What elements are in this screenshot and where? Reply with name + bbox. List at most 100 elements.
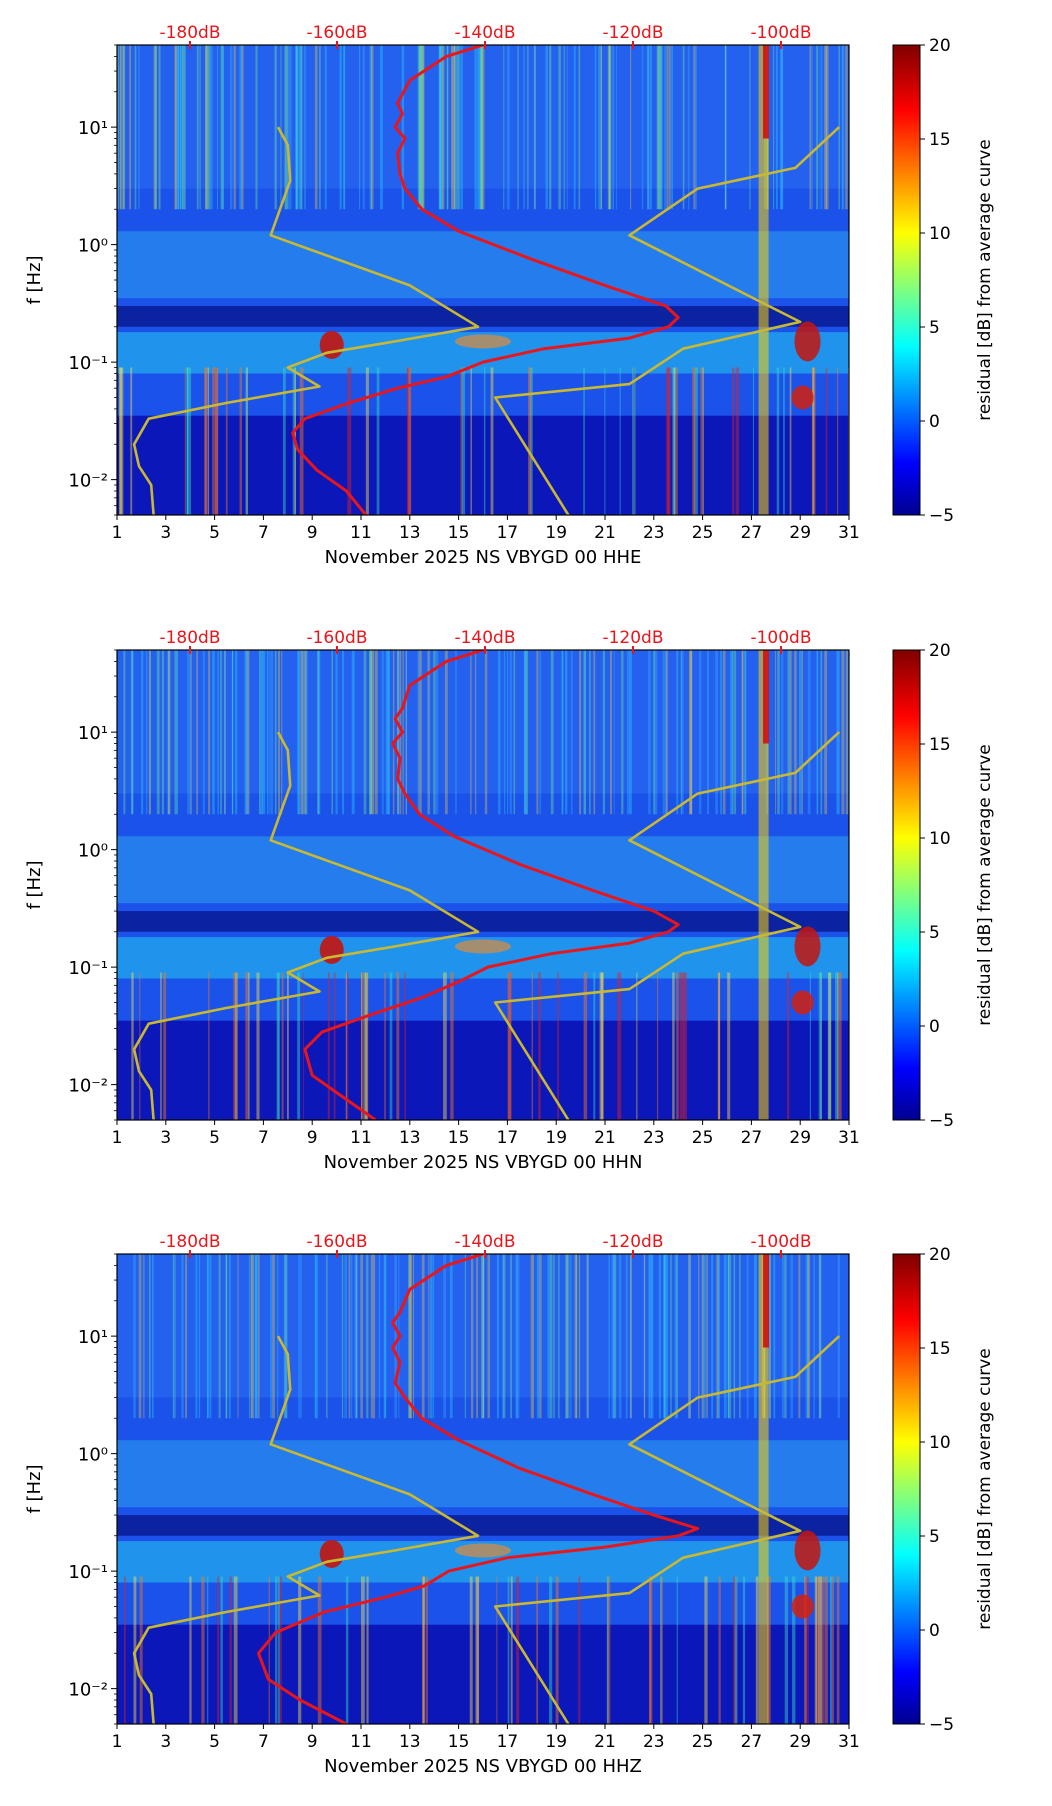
hf-streak xyxy=(460,45,463,210)
lf-streak xyxy=(733,1576,737,1724)
lf-streak xyxy=(233,972,237,1120)
hf-streak xyxy=(841,650,845,815)
lf-streak xyxy=(207,1576,209,1724)
hf-streak xyxy=(156,650,160,815)
hf-streak xyxy=(148,650,151,815)
hf-streak xyxy=(558,45,561,210)
hf-streak xyxy=(563,45,565,210)
lf-streak xyxy=(829,1576,832,1724)
hf-streak xyxy=(198,1254,201,1419)
hf-streak xyxy=(384,1254,387,1419)
x-tick-label: 27 xyxy=(741,1128,763,1148)
hf-streak xyxy=(196,45,199,210)
hf-streak xyxy=(680,650,682,815)
hf-streak xyxy=(208,650,211,815)
hf-streak xyxy=(845,650,848,815)
colorbar-label: residual [dB] from average curve xyxy=(975,1348,995,1629)
lf-streak xyxy=(361,972,365,1120)
hf-streak xyxy=(749,45,751,210)
hf-streak xyxy=(176,45,179,210)
hf-streak xyxy=(281,650,283,815)
hf-streak xyxy=(689,1254,691,1419)
lf-streak xyxy=(536,1576,539,1724)
lf-streak xyxy=(735,367,740,515)
x-tick-label: 11 xyxy=(350,1732,372,1752)
hf-streak xyxy=(809,45,812,210)
lf-streak xyxy=(256,972,260,1120)
noise-model-curve xyxy=(132,126,480,515)
hf-streak xyxy=(224,650,226,815)
hf-streak xyxy=(295,45,298,210)
hf-streak xyxy=(317,650,320,815)
lf-streak xyxy=(837,972,842,1120)
hf-streak xyxy=(509,650,512,815)
hf-streak xyxy=(149,650,151,815)
event-column-core xyxy=(763,45,770,139)
lf-streak xyxy=(555,1576,559,1724)
hf-streak xyxy=(401,45,405,210)
hf-streak xyxy=(621,650,624,815)
hf-streak xyxy=(536,650,539,815)
x-tick-label: 15 xyxy=(448,1732,470,1752)
hf-streak xyxy=(625,1254,628,1419)
lf-streak xyxy=(831,1576,834,1724)
hf-streak xyxy=(482,45,485,210)
colorbar-tick-label: 5 xyxy=(929,1527,940,1547)
hf-streak xyxy=(630,45,632,210)
colorbar-tick-label: 0 xyxy=(929,412,940,432)
hf-streak xyxy=(205,45,208,210)
x-tick-label: 27 xyxy=(741,1732,763,1752)
lf-streak xyxy=(360,972,362,1120)
hf-streak xyxy=(428,1254,430,1419)
hf-streak xyxy=(584,650,586,815)
hf-streak xyxy=(482,1254,485,1419)
hf-streak xyxy=(691,650,693,815)
hf-streak xyxy=(598,45,601,210)
hf-streak xyxy=(394,1254,397,1419)
hf-streak xyxy=(248,1254,251,1419)
lf-streak xyxy=(820,972,822,1120)
lf-streak xyxy=(229,1576,232,1724)
hf-streak xyxy=(787,650,791,815)
hf-streak xyxy=(405,650,408,815)
hf-streak xyxy=(129,45,132,210)
lf-streak xyxy=(225,367,228,515)
lf-streak xyxy=(217,1576,220,1724)
hf-streak xyxy=(527,45,529,210)
hf-streak xyxy=(475,45,478,210)
lf-streak xyxy=(404,972,406,1120)
colorbar-tick-label: 15 xyxy=(929,1339,951,1359)
hf-streak xyxy=(209,1254,212,1419)
spectrogram-plot-area xyxy=(117,1254,849,1724)
y-tick-label: 10¹ xyxy=(78,1327,108,1348)
hf-streak xyxy=(134,45,137,210)
average-psd-curve xyxy=(257,1254,700,1724)
hf-streak xyxy=(355,1254,357,1419)
hf-streak xyxy=(586,1254,589,1419)
lf-streak xyxy=(298,1576,302,1724)
lf-streak xyxy=(807,1576,809,1724)
hf-streak xyxy=(781,1254,785,1419)
hf-streak xyxy=(658,1254,661,1419)
hf-streak xyxy=(298,45,302,210)
y-axis-label: f [Hz] xyxy=(24,860,45,909)
hf-streak xyxy=(612,1254,615,1419)
hf-streak xyxy=(270,1254,272,1419)
hf-streak xyxy=(362,45,365,210)
lf-streak xyxy=(189,1576,192,1724)
lf-streak xyxy=(345,972,347,1120)
x-tick-label: 11 xyxy=(350,1128,372,1148)
hf-streak xyxy=(553,1254,555,1419)
hf-streak xyxy=(646,45,650,210)
hf-streak xyxy=(807,1254,811,1419)
hotspot xyxy=(794,321,821,362)
lf-streak xyxy=(364,972,369,1120)
colorbar-gradient xyxy=(892,649,921,1121)
hf-streak xyxy=(648,650,651,815)
hf-streak xyxy=(723,1254,727,1419)
hf-streak xyxy=(167,650,171,815)
x-tick-label: 23 xyxy=(643,1732,665,1752)
hf-streak xyxy=(470,1254,474,1419)
hf-streak xyxy=(530,1254,534,1419)
